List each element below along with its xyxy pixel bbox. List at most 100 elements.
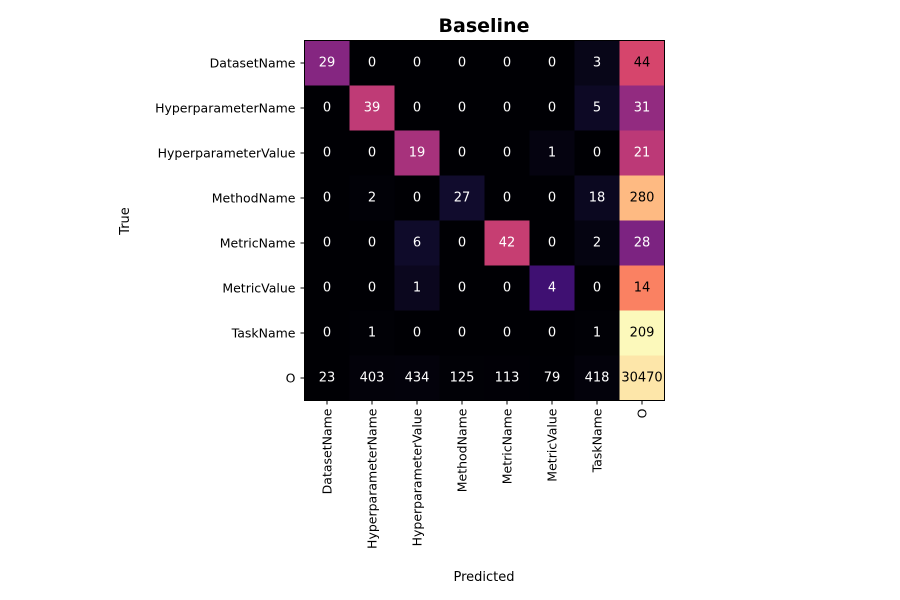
cell-value-label: 0 [593,281,601,296]
cell-value-label: 0 [413,326,421,341]
heatmap-cell [304,310,350,356]
heatmap-cell [349,130,395,176]
heatmap-cell [439,355,485,401]
heatmap-cell [619,355,665,401]
cell-value-label: 0 [323,281,331,296]
cell-value-label: 2 [593,236,601,251]
heatmap-cell [619,175,665,221]
heatmap-cells: 29 0 0 0 0 0 3 440 39 0 0 0 0 5 310 0 19 0 0 1 0 210 2 0 27 0 0 18 2… [304,40,665,401]
cell-value-label: 0 [368,146,376,161]
cell-value-label: 1 [413,281,421,296]
x-tick-label: MetricValue [545,408,560,481]
cell-value-label: 1 [593,326,601,341]
cell-value-label: 0 [368,56,376,71]
y-tick-label: DatasetName [210,56,296,71]
y-tick-label: HyperparameterName [155,101,296,116]
heatmap-cell [529,130,575,176]
heatmap-cell [574,355,620,401]
x-tick-label: MethodName [455,408,470,492]
cell-value-label: 30470 [621,371,662,386]
cell-value-label: 0 [458,281,466,296]
cell-value-label: 0 [548,236,556,251]
cell-value-label: 280 [630,191,655,206]
cell-value-label: 0 [503,101,511,116]
y-tick-label: O [286,371,296,386]
heatmap-cell [619,265,665,311]
heatmap-cell [304,85,350,131]
heatmap-cell [349,175,395,221]
heatmap-cell [394,40,440,86]
heatmap-cell [574,130,620,176]
cell-value-label: 0 [368,236,376,251]
heatmap-cell [304,40,350,86]
cell-value-label: 21 [634,146,651,161]
cell-value-label: 0 [458,326,466,341]
heatmap-cell [439,310,485,356]
cell-value-label: 0 [413,56,421,71]
heatmap-cell [574,265,620,311]
x-tick-label: HyperparameterValue [410,408,425,546]
cell-value-label: 125 [450,371,475,386]
heatmap-cell [529,310,575,356]
heatmap-cell [529,355,575,401]
heatmap-cell [484,355,530,401]
cell-value-label: 6 [413,236,421,251]
cell-value-label: 0 [503,56,511,71]
heatmap-cell [349,355,395,401]
cell-value-label: 0 [323,326,331,341]
cell-value-label: 18 [589,191,606,206]
heatmap-cell [439,220,485,266]
cell-value-label: 14 [634,281,651,296]
cell-value-label: 1 [368,326,376,341]
y-tick-label: TaskName [231,326,296,341]
heatmap-cell [394,220,440,266]
cell-value-label: 0 [503,146,511,161]
cell-value-label: 434 [405,371,430,386]
cell-value-label: 0 [458,101,466,116]
cell-value-label: 0 [548,56,556,71]
x-tick-label: O [635,408,650,418]
cell-value-label: 0 [413,101,421,116]
y-axis-label: True [118,207,133,236]
heatmap-cell [484,310,530,356]
heatmap-cell [304,130,350,176]
cell-value-label: 0 [323,101,331,116]
heatmap-cell [304,265,350,311]
cell-value-label: 0 [458,146,466,161]
cell-value-label: 0 [458,236,466,251]
heatmap-cell [439,130,485,176]
heatmap-cell [574,175,620,221]
heatmap-cell [349,85,395,131]
heatmap-cell [529,175,575,221]
heatmap-cell [484,130,530,176]
x-tick-label: TaskName [590,408,605,473]
y-tick-label: MetricName [220,236,296,251]
heatmap-cell [394,310,440,356]
heatmap-cell [484,265,530,311]
heatmap-cell [574,220,620,266]
heatmap-cell [394,175,440,221]
cell-value-label: 28 [634,236,651,251]
heatmap-cell [529,220,575,266]
heatmap-cell [529,265,575,311]
x-tick-label: MetricName [500,408,515,484]
cell-value-label: 3 [593,56,601,71]
heatmap-cell [304,175,350,221]
heatmap-cell [529,85,575,131]
cell-value-label: 0 [548,101,556,116]
heatmap-cell [619,220,665,266]
axis-ticks: DatasetName HyperparameterName Hyperparame… [155,56,649,549]
cell-value-label: 27 [454,191,471,206]
cell-value-label: 0 [368,281,376,296]
y-tick-label: MethodName [212,191,296,206]
heatmap-cell [304,355,350,401]
heatmap-cell [574,40,620,86]
heatmap-cell [439,265,485,311]
heatmap-cell [484,85,530,131]
heatmap-cell [349,40,395,86]
heatmap-cell [574,310,620,356]
cell-value-label: 0 [503,191,511,206]
heatmap-cell [574,85,620,131]
x-tick-label: HyperparameterName [365,408,380,549]
cell-value-label: 1 [548,146,556,161]
